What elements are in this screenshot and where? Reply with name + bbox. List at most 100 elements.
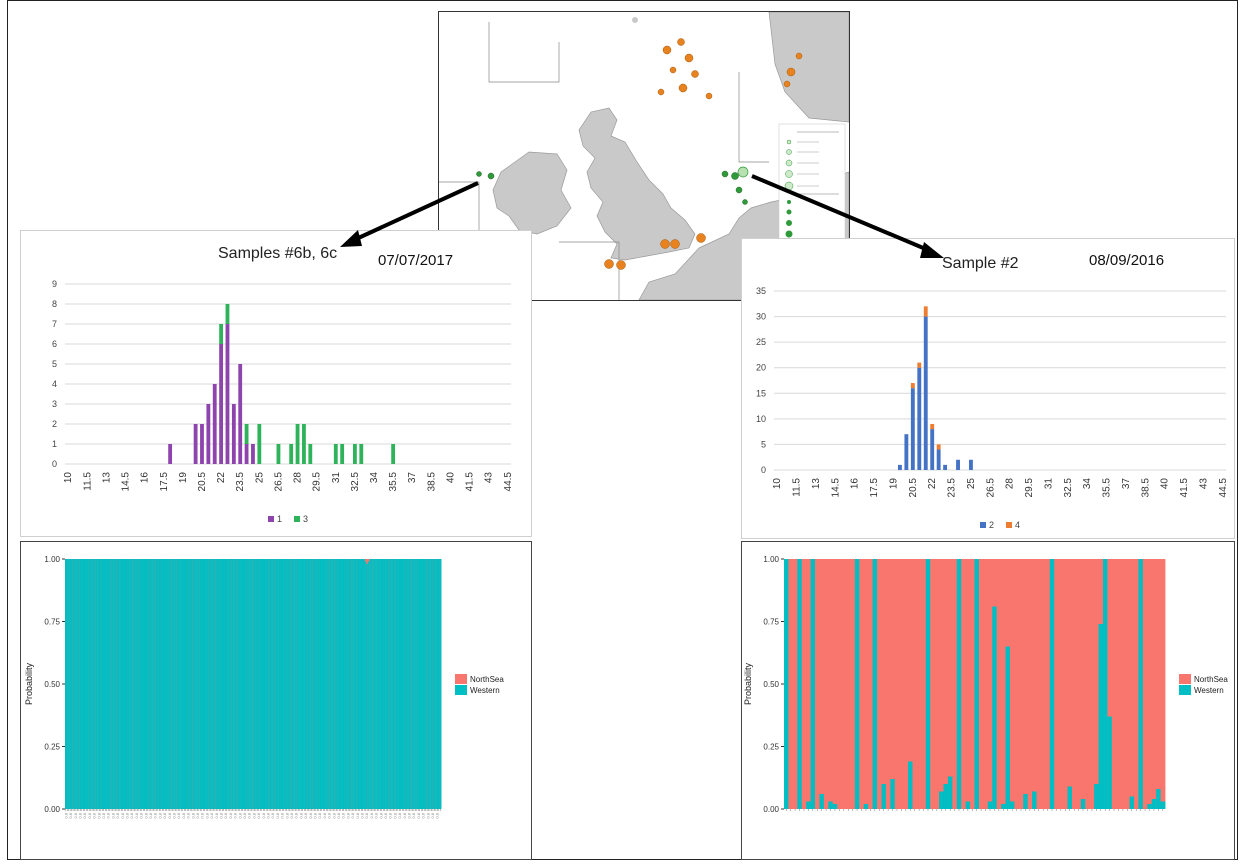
- left-hist-bar-series-3: [391, 444, 396, 464]
- right-assign-bar-western: [1009, 801, 1015, 809]
- left-assign-xtick-label: 0.8: [421, 812, 426, 818]
- left-assign-xtick-label: 0.8: [157, 812, 162, 818]
- left-hist-xtick-label: 41.5: [465, 472, 476, 492]
- left-assign-xtick-label: 0.8: [218, 812, 223, 818]
- right-hist-bar-series-4: [936, 444, 941, 450]
- left-assign-bar-western: [242, 559, 244, 809]
- left-assign-xtick-label: 0.8: [153, 812, 158, 818]
- right-assign-legend-swatch: [1179, 674, 1191, 684]
- left-hist-bar-series-3: [340, 444, 345, 464]
- left-assign-bar-western: [69, 559, 72, 809]
- left-assign-bar-western: [375, 559, 378, 809]
- left-assign-xtick-label: 0.8: [341, 812, 346, 818]
- left-assign-xtick-label: 0.8: [181, 812, 186, 818]
- left-assign-xtick-label: 0.8: [303, 812, 308, 818]
- left-assign-bar-western: [426, 559, 429, 809]
- left-assign-bar-western: [186, 559, 189, 809]
- left-assign-bar-western: [309, 559, 312, 809]
- left-assign-bar-western: [291, 559, 294, 809]
- left-assign-bar-western: [124, 559, 127, 809]
- left-assign-bar-western: [367, 561, 370, 809]
- left-assign-bar-western: [397, 559, 399, 809]
- right-assign-bar-northsea: [903, 559, 909, 809]
- left-assign-bar-western: [300, 559, 303, 809]
- left-assign-bar-western: [174, 559, 177, 809]
- left-assign-bar-western: [322, 559, 325, 809]
- right-assign-ytick-label: 0.50: [763, 680, 779, 689]
- left-assign-ytick-label: 0.75: [44, 618, 60, 627]
- left-assign-bar-western: [103, 559, 105, 809]
- left-hist-bar-series-3: [289, 444, 294, 464]
- right-assign-bar-northsea: [912, 559, 918, 809]
- right-hist-legend-swatch: [980, 522, 986, 528]
- left-assign-bar-western: [100, 559, 102, 809]
- left-assign-xtick-label: 0.8: [406, 812, 411, 818]
- left-hist-ytick-label: 6: [52, 339, 57, 349]
- right-assign-bar-northsea: [934, 559, 940, 809]
- left-assign-xtick-label: 0.8: [82, 812, 87, 818]
- left-assign-bar-western: [354, 559, 357, 809]
- left-assign-bar-western: [275, 559, 278, 809]
- left-assign-bar-western: [227, 559, 230, 809]
- right-assign-bar-northsea: [899, 559, 905, 809]
- left-assign-bar-western: [122, 559, 124, 809]
- left-assign-bar-western: [281, 559, 284, 809]
- left-assign-bar-western: [262, 559, 265, 809]
- left-assign-bar-western: [408, 559, 411, 809]
- left-assign-legend-swatch: [455, 685, 467, 695]
- left-assign-bar-western: [202, 559, 205, 809]
- right-hist-xtick-label: 34: [1082, 478, 1093, 490]
- right-assign-bar-northsea: [863, 559, 869, 809]
- left-assign-bar-western: [65, 559, 67, 809]
- left-assign-bar-western: [243, 559, 246, 809]
- right-assign-bar-northsea: [859, 559, 865, 809]
- left-assign-bar-western: [263, 559, 266, 809]
- left-assign-xtick-label: 0.8: [233, 812, 238, 818]
- left-assign-bar-western: [70, 559, 73, 809]
- right-assign-ylabel: Probability: [743, 662, 753, 705]
- left-assign-xtick-label: 0.8: [190, 812, 195, 818]
- right-histogram-panel: Sample #2 0 5 10 15 20 25 30 35 10 11.5 13 14.5 16 17…: [741, 238, 1235, 539]
- left-hist-ytick-label: 4: [52, 379, 57, 389]
- right-assign-bar-western: [1094, 784, 1099, 809]
- left-assign-bar-western: [379, 559, 382, 809]
- left-assign-bar-western: [256, 559, 259, 809]
- left-assign-bar-western: [236, 559, 239, 809]
- left-hist-bar-series-1: [225, 324, 230, 464]
- right-assign-bar-northsea: [1156, 559, 1161, 809]
- left-assign-bar-western: [203, 559, 206, 809]
- figure-frame: [7, 0, 1238, 860]
- left-assign-xtick-label: 0.8: [289, 812, 294, 818]
- left-assign-bar-western: [288, 559, 291, 809]
- left-assign-bar-western: [342, 559, 345, 809]
- right-assign-ytick-label: 0.75: [763, 618, 779, 627]
- left-assign-bar-western: [265, 559, 268, 809]
- left-assign-bar-western: [395, 559, 398, 809]
- left-assign-bar-western: [199, 559, 202, 809]
- left-assign-bar-western: [170, 559, 173, 809]
- left-assign-bar-western: [315, 559, 318, 809]
- left-assign-ytick-label: 1.00: [44, 555, 60, 564]
- right-hist-xtick-label: 31: [1043, 478, 1054, 490]
- left-assign-bar-western: [423, 559, 426, 809]
- left-assign-bar-western: [201, 559, 203, 809]
- left-assign-xtick-label: 0.8: [115, 812, 120, 818]
- left-assign-bar-western: [307, 559, 310, 809]
- left-assign-bar-western: [157, 559, 160, 809]
- left-assign-bar-western: [319, 559, 322, 809]
- right-assign-bar-western: [1067, 786, 1073, 809]
- left-assign-bar-western: [321, 559, 323, 809]
- left-assign-bar-western: [344, 559, 347, 809]
- right-assign-bar-northsea: [894, 559, 900, 809]
- left-assign-bar-western: [104, 559, 107, 809]
- right-assign-bar-northsea: [1063, 559, 1068, 809]
- right-assign-bar-western: [810, 559, 816, 809]
- right-hist-bar-series-4: [930, 423, 935, 430]
- left-assign-xtick-label: 0.8: [402, 812, 407, 818]
- left-hist-legend-swatch: [294, 516, 300, 522]
- left-assign-xtick-label: 0.8: [162, 812, 167, 818]
- left-assign-bar-western: [214, 559, 217, 809]
- right-hist-xtick-label: 19: [888, 478, 899, 490]
- left-assign-bar-western: [297, 559, 300, 809]
- left-assign-bar-western: [76, 559, 79, 809]
